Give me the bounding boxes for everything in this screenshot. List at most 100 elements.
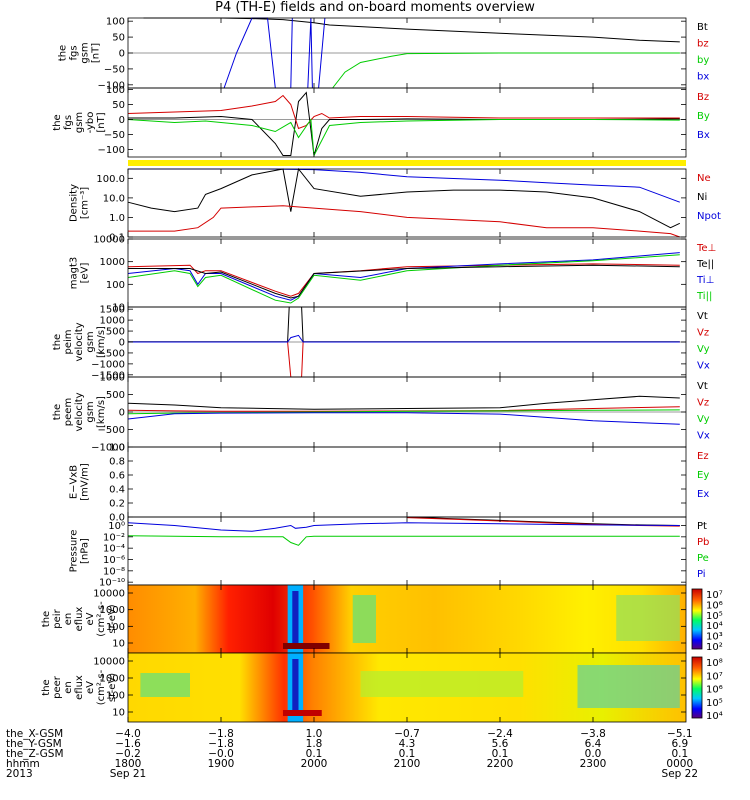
panel-frame bbox=[127, 446, 687, 518]
legend-entry: Vy bbox=[697, 344, 710, 355]
spectrogram-feature bbox=[292, 659, 299, 712]
y-tick-label: 0 bbox=[119, 408, 125, 419]
y-axis-label: fgs bbox=[63, 115, 74, 130]
footer-value: 0000 bbox=[666, 758, 693, 770]
footer-end-date: Sep 22 bbox=[662, 768, 699, 780]
y-axis-label: eflux bbox=[74, 675, 85, 700]
y-axis-label: gsm bbox=[85, 331, 96, 352]
footer-row-label: hhmm bbox=[6, 758, 40, 770]
y-axis-label: gsm bbox=[85, 401, 96, 422]
y-tick-label: 1.0 bbox=[109, 443, 125, 454]
series-line bbox=[127, 406, 680, 412]
y-tick-label: 0.0 bbox=[109, 513, 125, 524]
legend-entry: Vz bbox=[697, 398, 709, 409]
y-tick-label: 10 bbox=[112, 708, 125, 719]
footer-value: 0.1 bbox=[671, 748, 688, 760]
y-axis-label: en bbox=[63, 681, 74, 694]
series-line bbox=[332, 52, 680, 89]
spectrogram-feature bbox=[352, 595, 376, 643]
y-tick-label: 0.1 bbox=[109, 233, 125, 244]
colorbar-tick-label: 10⁵ bbox=[706, 611, 723, 622]
y-tick-label: 100 bbox=[106, 622, 125, 633]
y-axis-label: [nT] bbox=[91, 43, 102, 63]
series-line bbox=[143, 17, 680, 43]
y-tick-label: −100 bbox=[98, 145, 125, 156]
y-tick-label: 10000 bbox=[93, 235, 125, 246]
footer-value: 2100 bbox=[394, 758, 421, 770]
legend-entry: Ez bbox=[697, 451, 709, 462]
legend-entry: Bt bbox=[697, 22, 708, 33]
panel-3: 100.0 10.0 1.0 0.1 Density [cm⁻³] Ne Ni Npot bbox=[69, 167, 721, 244]
footer-value: 6.9 bbox=[671, 738, 688, 750]
y-tick-label: 0.4 bbox=[109, 485, 125, 496]
y-tick-label: 10⁰ bbox=[108, 521, 125, 532]
series-line bbox=[127, 118, 680, 158]
y-tick-label: 500 bbox=[106, 390, 125, 401]
y-tick-label: 10000 bbox=[93, 589, 125, 600]
legend-entry: Te|| bbox=[696, 259, 714, 270]
y-tick-label: 1000 bbox=[100, 605, 125, 616]
colorbar-tick-label: 10⁷ bbox=[706, 590, 723, 601]
colorbar bbox=[691, 588, 703, 650]
series-line bbox=[127, 254, 680, 304]
legend-entry: by bbox=[697, 55, 709, 66]
footer-value: 2200 bbox=[487, 758, 514, 770]
y-axis-label: [mV/m] bbox=[80, 463, 91, 501]
footer-value: 1.0 bbox=[306, 728, 323, 740]
y-axis-label: E−VxB bbox=[69, 465, 80, 499]
y-axis-label: fgs bbox=[69, 45, 80, 60]
y-axis-label: the bbox=[41, 679, 52, 695]
y-axis-label: [km/s] bbox=[96, 326, 107, 358]
y-axis-label: magt3 bbox=[69, 257, 80, 290]
y-tick-label: −1500 bbox=[91, 370, 125, 381]
y-axis-label: peim bbox=[63, 329, 74, 354]
spectrogram-feature bbox=[292, 591, 299, 643]
y-axis-label: [cm⁻³] bbox=[80, 187, 91, 219]
series-line bbox=[127, 522, 680, 532]
y-tick-label: 50 bbox=[112, 100, 125, 111]
y-tick-label: 10⁻⁸ bbox=[103, 566, 125, 577]
legend-entry: Pe bbox=[697, 553, 709, 564]
y-tick-label: 0 bbox=[119, 338, 125, 349]
panel-6: 1000 500 0 −500 −1000 the peem velocity gsm [km/s… bbox=[52, 373, 710, 454]
spectrogram-feature bbox=[283, 643, 330, 649]
y-tick-label: 1000 bbox=[100, 674, 125, 685]
legend-entry: Ex bbox=[697, 489, 709, 500]
footer-value: 0.1 bbox=[492, 748, 509, 760]
spectrogram-feature bbox=[616, 595, 680, 641]
y-axis-label: Pressure bbox=[69, 530, 80, 573]
legend-entry: Pb bbox=[697, 537, 709, 548]
y-tick-label: 100 bbox=[106, 691, 125, 702]
series-line bbox=[127, 395, 680, 410]
panel-frame bbox=[127, 168, 687, 238]
series-line bbox=[128, 205, 680, 238]
series-line bbox=[128, 334, 680, 343]
y-axis-label: the bbox=[52, 404, 63, 420]
y-tick-label: 10⁻¹⁰ bbox=[99, 578, 125, 589]
y-axis-label: gsm bbox=[74, 112, 85, 133]
series-line bbox=[127, 535, 680, 546]
y-tick-label: −1000 bbox=[91, 443, 125, 454]
series-line bbox=[128, 91, 680, 156]
footer-value: −0.2 bbox=[115, 748, 141, 760]
series-line bbox=[127, 409, 680, 415]
footer-value: −1.8 bbox=[208, 728, 234, 740]
y-tick-label: 1500 bbox=[100, 305, 125, 316]
y-axis-label: [nT] bbox=[96, 112, 107, 132]
legend-entry: Bz bbox=[697, 92, 709, 103]
footer-value: −0.0 bbox=[208, 748, 234, 760]
series-line bbox=[127, 252, 680, 301]
colorbar-tick-label: 10⁵ bbox=[706, 698, 723, 709]
legend-entry: Ti|| bbox=[696, 291, 712, 302]
footer-value: 0.1 bbox=[399, 748, 416, 760]
footer-value: −4.0 bbox=[115, 728, 141, 740]
footer-ephemeris: the_X-GSM −4.0 −1.8 1.0 −0.7 −2.4 −3.8 −5.1 the_… bbox=[6, 728, 698, 780]
y-tick-label: 1000 bbox=[100, 257, 125, 268]
footer-row-label: the_Z-GSM bbox=[6, 748, 64, 760]
y-tick-label: −500 bbox=[98, 348, 125, 359]
panel-10: 10⁸ 10⁷ 10⁶ 10⁵ 10⁴ 10000 1000 100 10 the peer en ef… bbox=[41, 652, 723, 723]
y-tick-label: −50 bbox=[104, 64, 125, 75]
